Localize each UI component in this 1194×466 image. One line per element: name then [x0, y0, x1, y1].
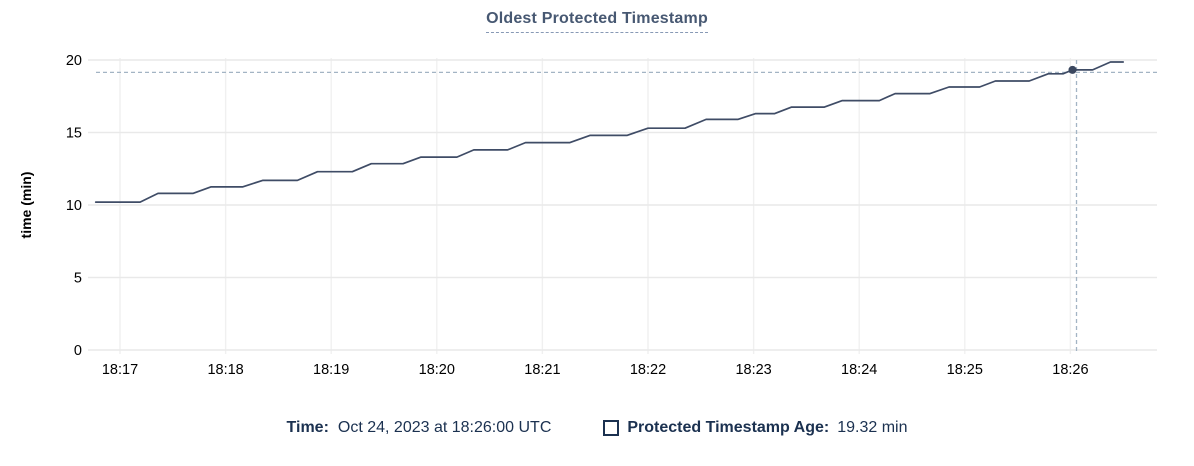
x-axis-tick-label: 18:17: [102, 362, 138, 378]
y-axis-tick-label: 20: [66, 53, 82, 69]
chart-header: Oldest Protected Timestamp: [0, 10, 1194, 33]
x-axis-tick-label: 18:26: [1052, 362, 1088, 378]
hover-time-readout: Time: Oct 24, 2023 at 18:26:00 UTC: [287, 419, 552, 437]
legend-item-protected-timestamp-age[interactable]: Protected Timestamp Age: 19.32 min: [603, 419, 907, 437]
x-axis-tick-label: 18:18: [207, 362, 243, 378]
y-axis-tick-label: 0: [74, 343, 82, 359]
line-chart-plot-area[interactable]: 18:17 18:18 18:19 18:20 18:21 18:22 18:23 18:24…: [0, 0, 1194, 410]
hover-time-label: Time:: [286, 419, 329, 436]
y-axis-tick-label: 10: [66, 198, 82, 214]
y-axis-title: time (min): [18, 172, 34, 239]
x-axis-tick-label: 18:20: [419, 362, 455, 378]
legend-series-label: Protected Timestamp Age:: [627, 419, 830, 436]
hover-data-point-dot: [1068, 65, 1077, 74]
protected-timestamp-age-series-line: [94, 61, 1125, 203]
y-axis-tick-label: 5: [74, 271, 82, 287]
legend-series-value: 19.32 min: [837, 419, 908, 436]
chart-title[interactable]: Oldest Protected Timestamp: [486, 10, 708, 33]
x-axis-tick-label: 18:22: [630, 362, 666, 378]
x-axis-tick-label: 18:23: [735, 362, 771, 378]
chart-legend-bar: Time: Oct 24, 2023 at 18:26:00 UTC Prote…: [0, 419, 1194, 437]
x-axis-tick-label: 18:25: [947, 362, 983, 378]
hover-time-value: Oct 24, 2023 at 18:26:00 UTC: [337, 419, 552, 436]
y-axis-tick-label: 15: [66, 126, 82, 142]
x-axis-tick-label: 18:19: [313, 362, 349, 378]
legend-checkbox-icon[interactable]: [603, 420, 620, 436]
x-axis-tick-label: 18:24: [841, 362, 877, 378]
x-axis-tick-label: 18:21: [524, 362, 560, 378]
